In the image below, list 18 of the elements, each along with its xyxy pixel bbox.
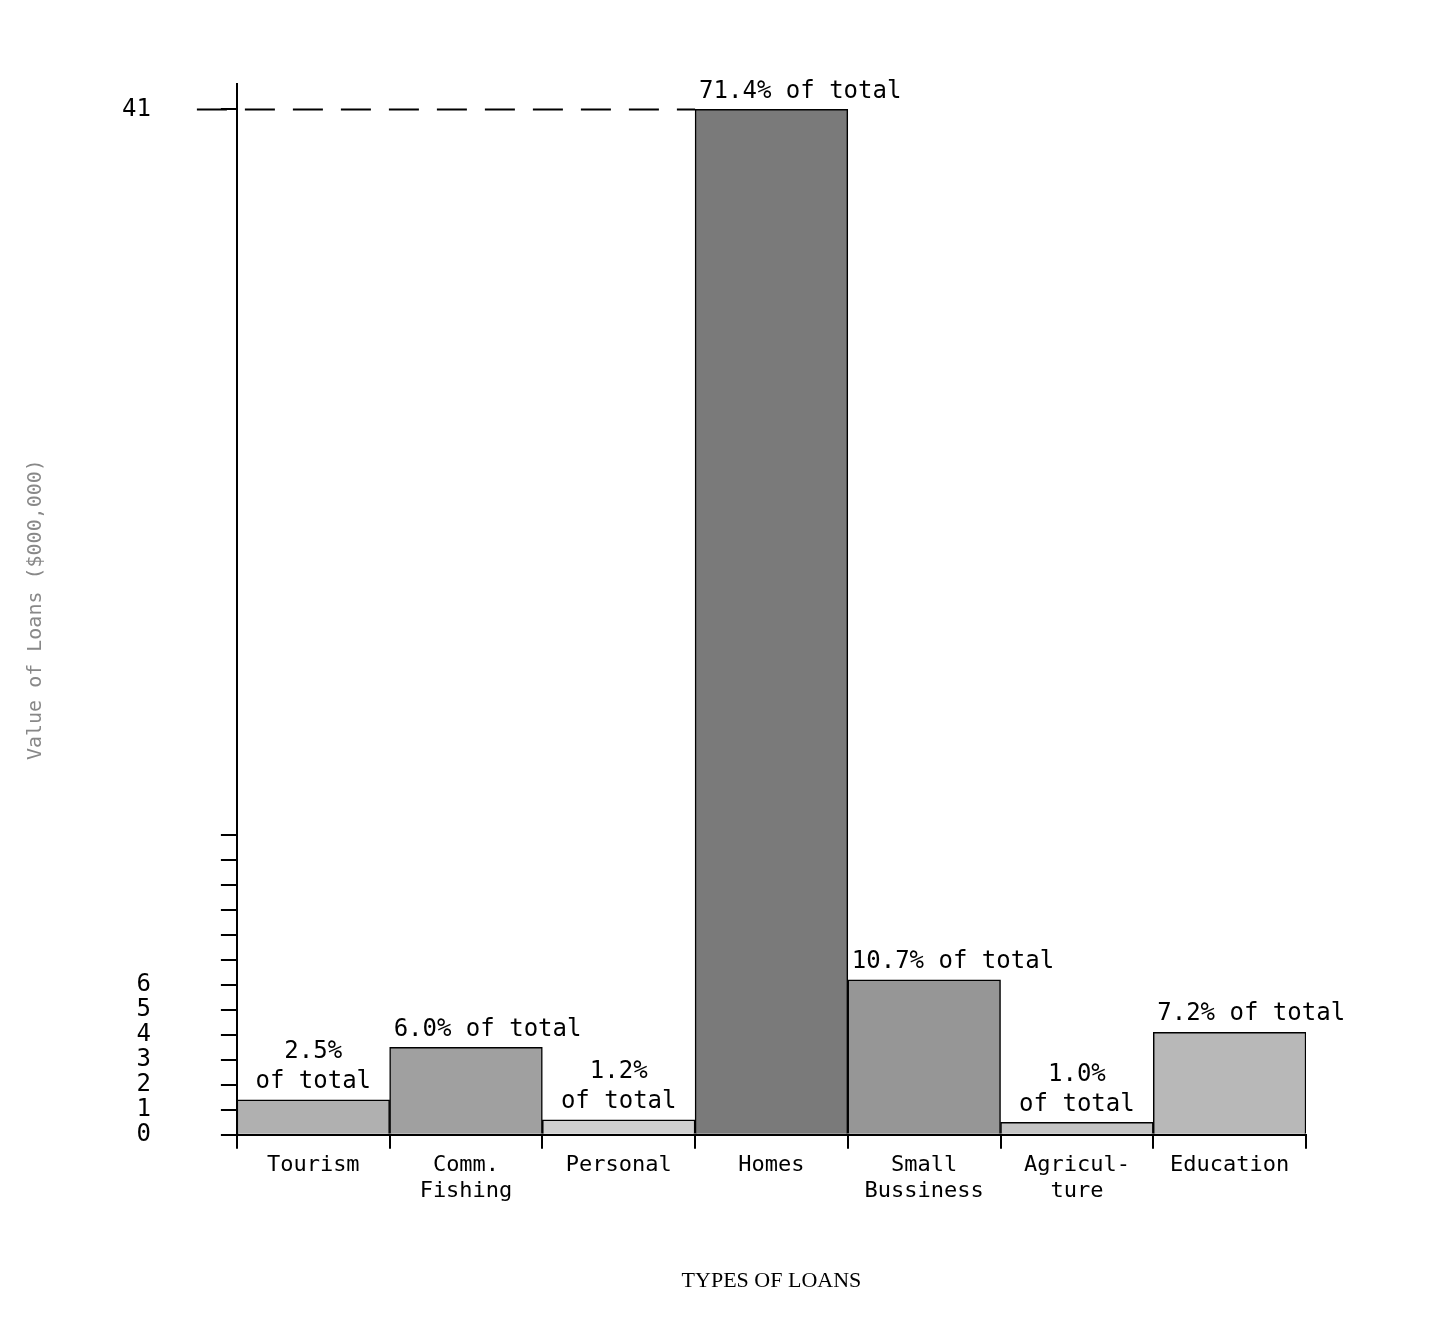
annotation: 7.2% of total: [1157, 998, 1346, 1027]
x-tick-label: Comm. Fishing: [419, 1150, 513, 1203]
annotation: 10.7% of total: [851, 945, 1055, 974]
y-axis-title: Value of Loans ($000,000): [22, 459, 47, 761]
y-tick-label: 41: [121, 93, 151, 122]
x-tick-label: Homes: [738, 1150, 805, 1176]
x-axis-title: TYPES OF LOANS: [681, 1266, 862, 1292]
x-tick-label: Agricul- ture: [1023, 1150, 1130, 1203]
annotation: 1.0% of total: [1019, 1058, 1135, 1117]
x-tick-label: Personal: [565, 1150, 672, 1176]
x-tick-label: Small Bussiness: [864, 1150, 984, 1203]
annotation: 2.5% of total: [255, 1036, 372, 1095]
y-tick-label: 4: [136, 1019, 151, 1047]
x-tick-label: Tourism: [266, 1150, 360, 1176]
annotation: 1.2% of total: [560, 1056, 677, 1115]
annotation: 6.0% of total: [393, 1013, 582, 1042]
annotation: 71.4% of total: [699, 75, 902, 104]
x-tick-label: Education: [1170, 1150, 1290, 1176]
